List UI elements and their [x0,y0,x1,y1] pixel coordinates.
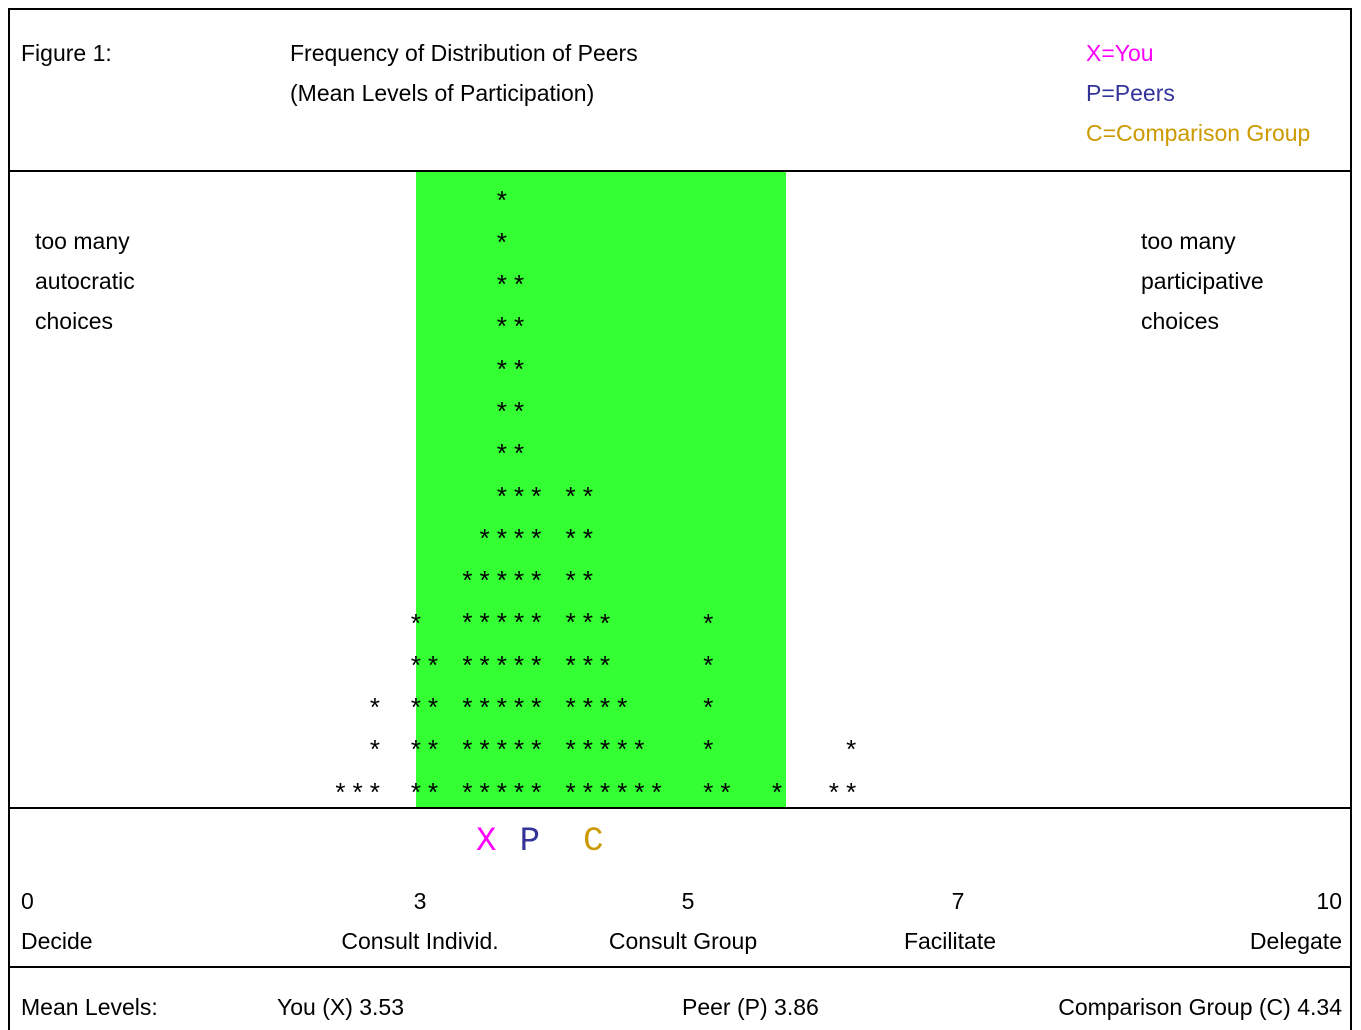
frequency-column: * [826,779,842,810]
footer-label: Mean Levels: [21,994,158,1020]
figure-label: Figure 1: [21,40,112,66]
x-label-consult-group: Consult Group [608,928,758,954]
frequency-column: * * * * * * * * [580,483,596,810]
figure-title: Frequency of Distribution of Peers [290,40,638,66]
frequency-column: * * * * * * * * [528,483,545,810]
legend-you: X=You [1086,40,1154,66]
marker-c: C [583,823,604,861]
annotation-left-line2: autocratic [35,268,135,294]
footer-comparison: Comparison Group (C) 4.34 [1058,994,1342,1020]
annotation-left-line1: too many [35,228,130,254]
annotation-right-line3: choices [1141,308,1219,334]
marker-p: P [519,823,541,861]
frequency-column: * * * * * [700,610,717,810]
annotation-right-line2: participative [1141,268,1264,294]
x-tick-10: 10 [1316,888,1342,914]
figure-subtitle: (Mean Levels of Participation) [290,80,595,106]
frequency-column: * [717,779,734,810]
frequency-column: * [332,779,349,810]
frequency-column: * [769,779,785,810]
frequency-column: * * * [367,695,383,810]
x-label-consult-individ: Consult Individ. [341,928,499,954]
annotation-right-line1: too many [1141,228,1236,254]
x-label-delegate: Delegate [1249,928,1342,954]
frequency-column: * * * * * * * * * * * * * [511,272,527,810]
x-tick-5: 5 [681,888,695,914]
frequency-column: * * * * [425,652,441,810]
frequency-column: * * [631,737,648,810]
marker-x: X [476,823,497,861]
x-label-decide: Decide [21,928,93,954]
annotation-left-line3: choices [35,308,113,334]
frequency-column: * * * * * * * * [562,483,579,810]
frequency-column: * * * * * [597,610,613,810]
footer-divider [8,966,1352,968]
frequency-column: * * * * * * * * * * * * * * * [494,187,510,810]
legend-peers: P=Peers [1086,80,1175,106]
frequency-column: * * * * * [408,610,424,810]
frequency-column: * [349,779,366,810]
target-range-band [415,172,787,807]
footer-you: You (X) 3.53 [277,994,405,1020]
x-tick-7: 7 [951,888,965,914]
x-tick-3: 3 [413,888,427,914]
plot-divider [8,807,1352,809]
frequency-column: * * [843,737,859,810]
x-tick-0: 0 [21,888,34,914]
frequency-column: * [648,779,665,810]
frequency-column: * * * * * * [459,568,476,810]
frequency-column: * * * * * * * [476,525,493,810]
figure-frame [8,8,1352,1030]
header-divider [8,170,1352,172]
x-label-facilitate: Facilitate [903,928,997,954]
frequency-column: * * * [614,695,631,810]
legend-comparison: C=Comparison Group [1086,120,1311,146]
footer-peer: Peer (P) 3.86 [682,994,819,1020]
